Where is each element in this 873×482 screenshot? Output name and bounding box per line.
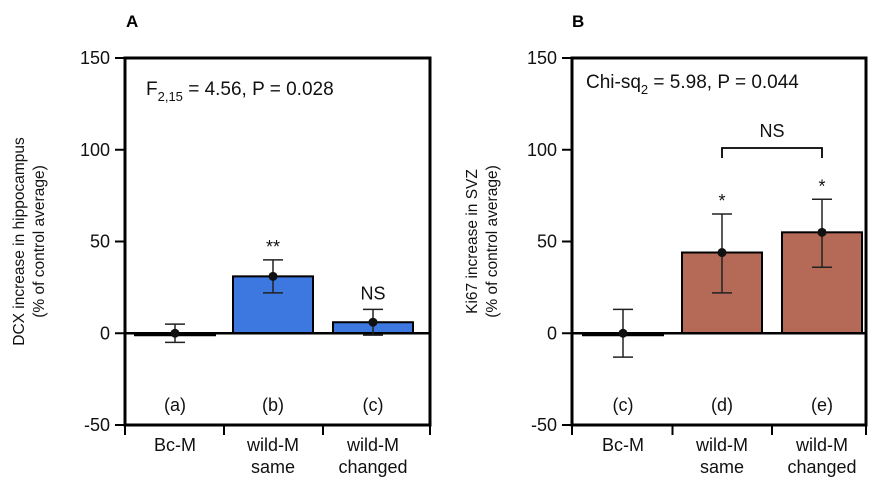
y-axis-label: Ki67 increase in SVZ <box>464 169 481 314</box>
y-axis-label: DCX increase in hippocampus <box>11 137 28 346</box>
statistic-annotation: F2,15 = 4.56, P = 0.028 <box>146 79 334 104</box>
y-tick-label: 50 <box>90 232 110 252</box>
y-axis-label-units: (% of control average) <box>484 165 501 318</box>
mean-point <box>618 328 628 338</box>
bar-note: (c) <box>363 395 384 415</box>
mean-point <box>368 317 378 327</box>
y-tick-label: 150 <box>80 48 110 68</box>
y-tick-label: 50 <box>537 232 557 252</box>
significance-label: NS <box>360 283 385 303</box>
y-tick-label: -50 <box>84 415 110 435</box>
category-label: Bc-M <box>602 435 644 455</box>
bar-note: (c) <box>613 395 634 415</box>
bar-note: (b) <box>262 395 284 415</box>
category-label: wild-M <box>695 435 748 455</box>
y-tick-label: 100 <box>80 140 110 160</box>
category-label: changed <box>338 457 407 477</box>
significance-label: * <box>818 176 825 196</box>
y-tick-label: 150 <box>527 48 557 68</box>
statistic-annotation: Chi-sq2 = 5.98, P = 0.044 <box>586 72 799 97</box>
significance-label: ** <box>266 237 280 257</box>
panel-label: A <box>126 12 138 31</box>
significance-label: * <box>718 191 725 211</box>
category-label: changed <box>787 457 856 477</box>
mean-point <box>268 271 278 281</box>
category-label: wild-M <box>795 435 848 455</box>
category-label: same <box>700 457 744 477</box>
y-tick-label: 100 <box>527 140 557 160</box>
bar-note: (e) <box>811 395 833 415</box>
panel-label: B <box>572 12 584 31</box>
bar-note: (a) <box>164 395 186 415</box>
mean-point <box>817 227 827 237</box>
bracket-label: NS <box>759 121 784 141</box>
category-label: wild-M <box>346 435 399 455</box>
mean-point <box>717 248 727 258</box>
y-tick-label: -50 <box>531 415 557 435</box>
category-label: Bc-M <box>154 435 196 455</box>
category-label: same <box>251 457 295 477</box>
y-tick-label: 0 <box>100 323 110 343</box>
y-tick-label: 0 <box>547 323 557 343</box>
y-axis-label-units: (% of control average) <box>31 165 48 318</box>
comparison-bracket <box>721 147 823 158</box>
category-label: wild-M <box>246 435 299 455</box>
mean-point <box>170 328 180 338</box>
bar-note: (d) <box>711 395 733 415</box>
